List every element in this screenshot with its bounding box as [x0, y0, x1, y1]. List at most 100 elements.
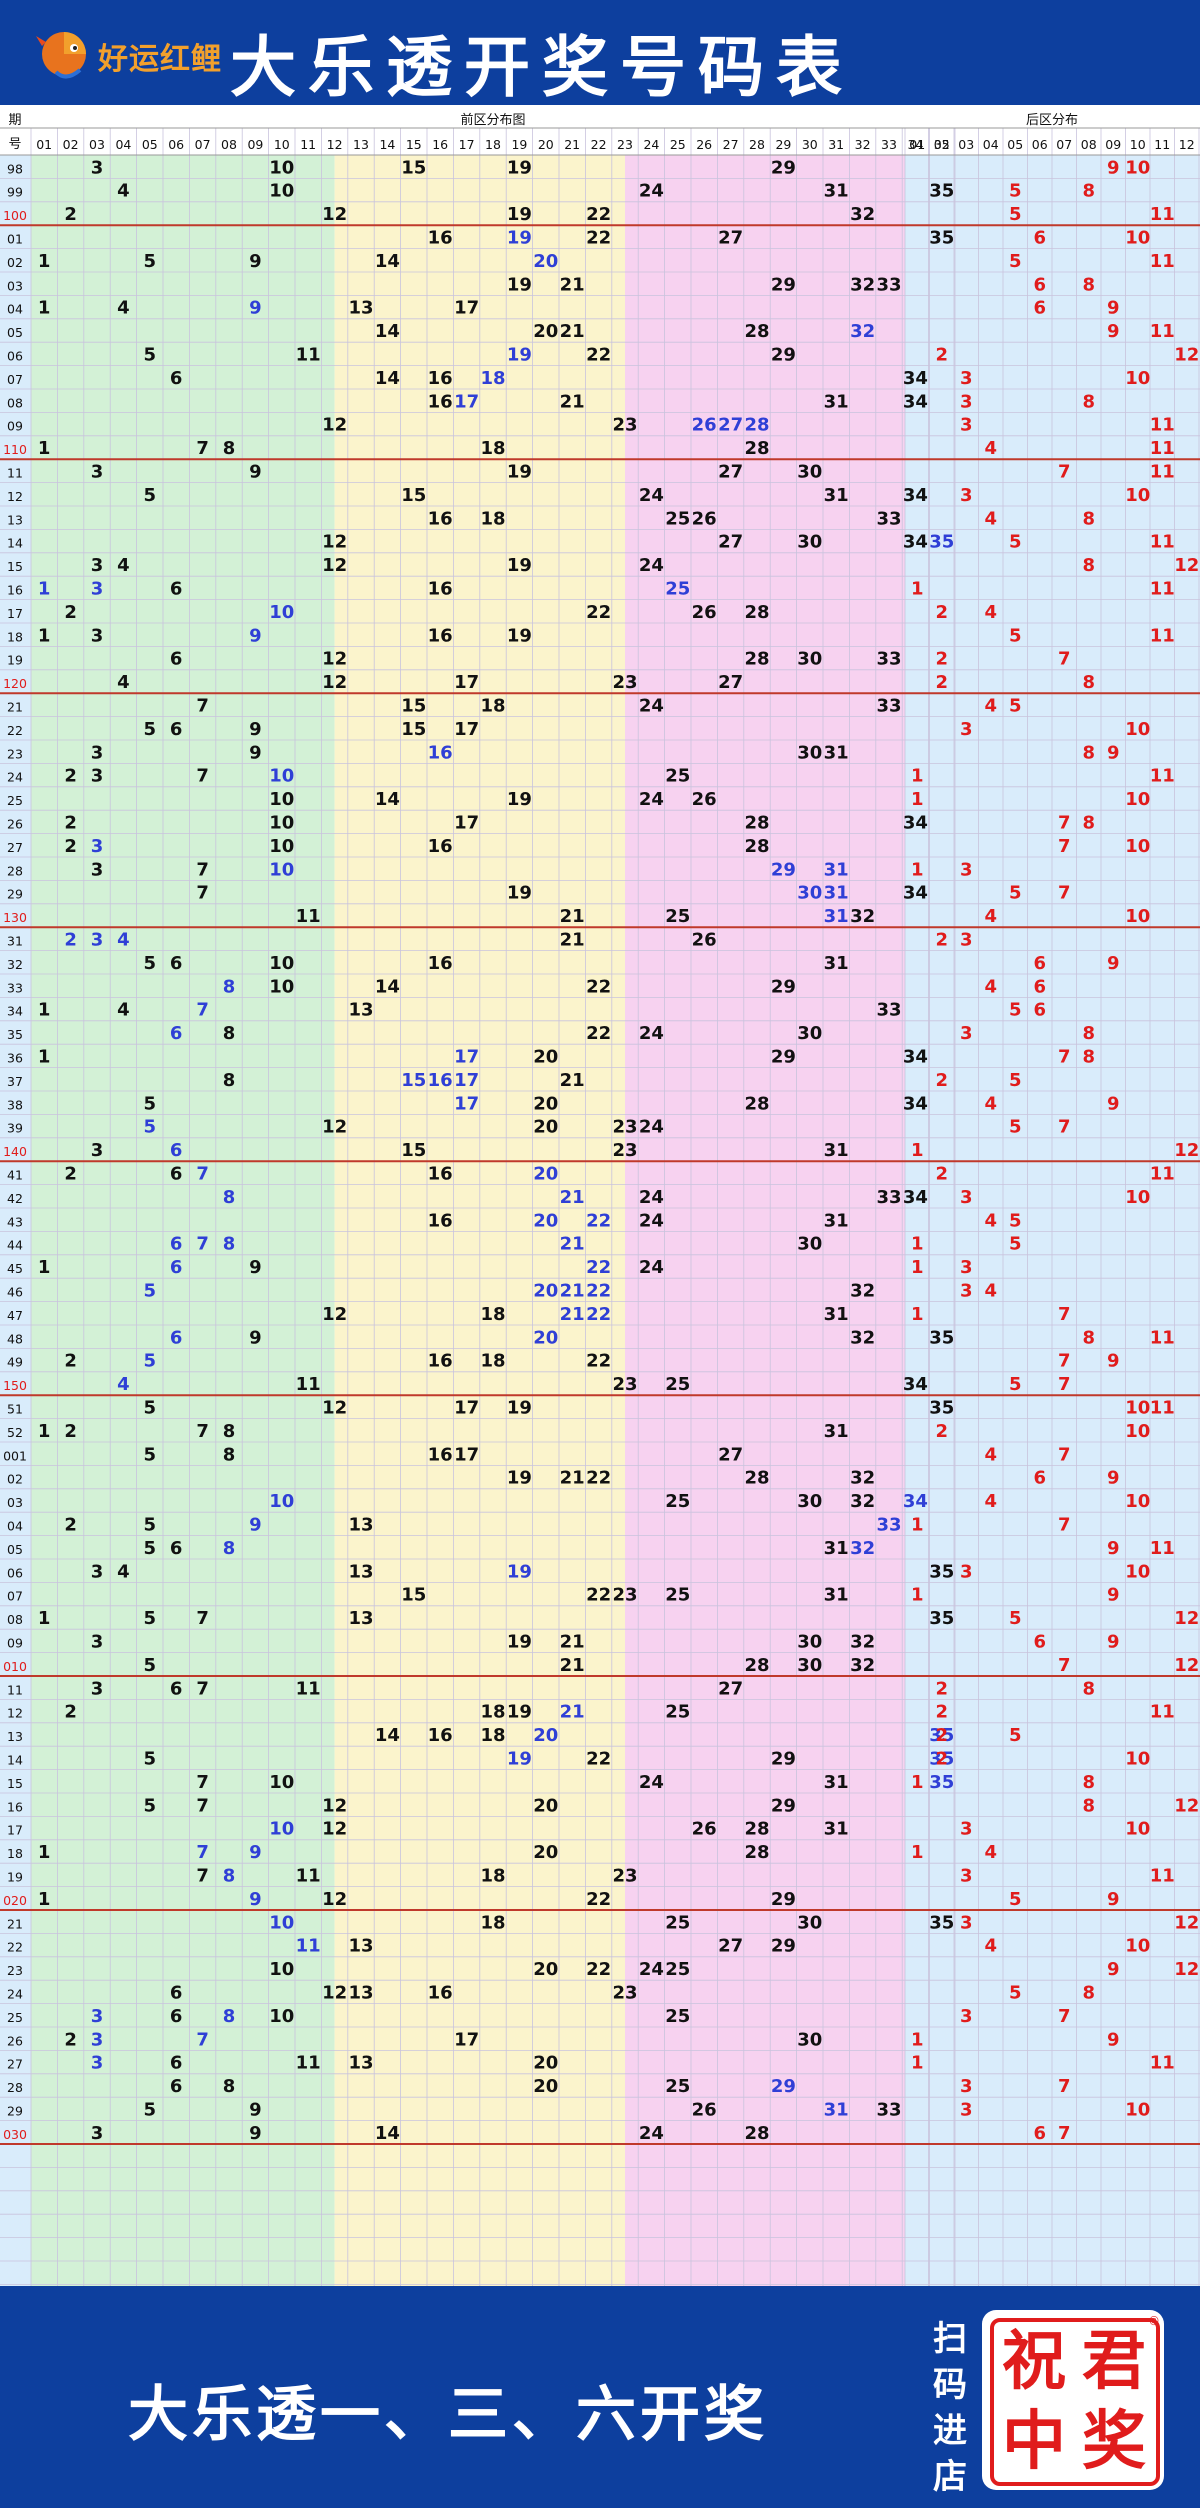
period-label: 14: [7, 1752, 23, 1767]
front-ball: 12: [322, 204, 347, 225]
front-ball: 15: [401, 1070, 426, 1091]
front-ball: 28: [744, 438, 769, 459]
front-ball: 27: [718, 415, 743, 436]
period-label: 49: [7, 1355, 23, 1370]
back-ball: 5: [1009, 1889, 1022, 1910]
back-ball: 12: [1174, 1795, 1199, 1816]
back-ball: 1: [911, 1842, 924, 1863]
back-ball: 7: [1058, 1304, 1071, 1325]
back-ball: 9: [1107, 1889, 1120, 1910]
front-ball: 7: [196, 1795, 209, 1816]
front-ball: 25: [665, 578, 690, 599]
good-luck-stamp: 祝 君 中 奖 ®: [982, 2310, 1164, 2490]
front-ball: 30: [797, 461, 822, 482]
zone-green-bg: [31, 155, 335, 2286]
front-ball: 27: [718, 532, 743, 553]
front-number-header: 15: [406, 137, 422, 152]
front-ball: 4: [117, 1000, 130, 1021]
back-ball: 8: [1082, 742, 1095, 763]
front-ball: 34: [903, 532, 928, 553]
back-ball: 3: [960, 2099, 973, 2120]
back-ball: 3: [960, 1280, 973, 1301]
front-ball: 14: [375, 1725, 400, 1746]
front-ball: 22: [586, 1210, 611, 1231]
front-ball: 34: [903, 812, 928, 833]
back-ball: 10: [1125, 227, 1150, 248]
front-ball: 35: [929, 1608, 954, 1629]
back-ball: 12: [1174, 1608, 1199, 1629]
front-ball: 19: [507, 1631, 532, 1652]
front-ball: 3: [91, 157, 104, 178]
front-ball: 6: [170, 1982, 183, 2003]
period-label: 36: [7, 1050, 23, 1065]
front-ball: 7: [196, 1772, 209, 1793]
back-ball: 1: [911, 1514, 924, 1535]
period-label: 44: [7, 1238, 23, 1253]
front-ball: 2: [64, 602, 77, 623]
front-ball: 16: [428, 625, 453, 646]
back-ball: 12: [1174, 1959, 1199, 1980]
front-ball: 19: [507, 461, 532, 482]
back-ball: 5: [1009, 532, 1022, 553]
back-ball: 7: [1058, 649, 1071, 670]
period-label: 26: [7, 2033, 23, 2048]
back-ball: 11: [1150, 578, 1175, 599]
period-label: 45: [7, 1261, 23, 1276]
front-ball: 21: [560, 391, 585, 412]
front-ball: 23: [612, 1140, 637, 1161]
front-ball: 8: [223, 976, 236, 997]
front-ball: 1: [38, 1889, 51, 1910]
back-ball: 7: [1058, 836, 1071, 857]
front-ball: 28: [744, 836, 769, 857]
front-ball: 25: [665, 1702, 690, 1723]
front-ball: 5: [144, 1514, 157, 1535]
back-ball: 4: [984, 906, 997, 927]
front-ball: 3: [91, 859, 104, 880]
back-ball: 11: [1150, 415, 1175, 436]
period-label: 48: [7, 1331, 23, 1346]
back-ball: 2: [935, 1702, 948, 1723]
front-ball: 16: [428, 1982, 453, 2003]
back-ball: 10: [1125, 2099, 1150, 2120]
back-ball: 5: [1009, 1608, 1022, 1629]
back-ball: 5: [1009, 1117, 1022, 1138]
front-ball: 25: [665, 508, 690, 529]
front-ball: 22: [586, 1304, 611, 1325]
back-ball: 7: [1058, 1351, 1071, 1372]
front-ball: 3: [91, 555, 104, 576]
front-ball: 8: [223, 438, 236, 459]
front-ball: 10: [269, 976, 294, 997]
front-ball: 16: [428, 1444, 453, 1465]
scan-to-shop-text[interactable]: 扫 码 进 店: [930, 2316, 970, 2500]
front-ball: 28: [744, 1655, 769, 1676]
front-ball: 20: [533, 1959, 558, 1980]
stamp-char: 祝: [1002, 2324, 1066, 2399]
back-ball: 2: [935, 1678, 948, 1699]
stamp-char: 君: [1082, 2324, 1146, 2399]
back-ball: 10: [1125, 1819, 1150, 1840]
front-ball: 21: [560, 1187, 585, 1208]
back-ball: 4: [984, 695, 997, 716]
period-label: 24: [7, 770, 23, 785]
front-ball: 6: [170, 1140, 183, 1161]
front-ball: 27: [718, 461, 743, 482]
front-ball: 34: [903, 368, 928, 389]
back-number-header: 02: [934, 137, 950, 152]
period-label: 28: [7, 863, 23, 878]
back-ball: 8: [1082, 555, 1095, 576]
period-label: 010: [3, 1659, 27, 1674]
front-ball: 25: [665, 1959, 690, 1980]
front-ball: 17: [454, 672, 479, 693]
front-ball: 28: [744, 812, 769, 833]
front-ball: 17: [454, 1093, 479, 1114]
front-ball: 21: [560, 1304, 585, 1325]
period-label: 04: [7, 1518, 23, 1533]
back-ball: 3: [960, 485, 973, 506]
period-label: 16: [7, 1799, 23, 1814]
front-ball: 28: [744, 1093, 769, 1114]
front-ball: 10: [269, 953, 294, 974]
front-ball: 5: [144, 1280, 157, 1301]
back-ball: 11: [1150, 766, 1175, 787]
period-label: 41: [7, 1167, 23, 1182]
period-label: 22: [7, 1940, 23, 1955]
